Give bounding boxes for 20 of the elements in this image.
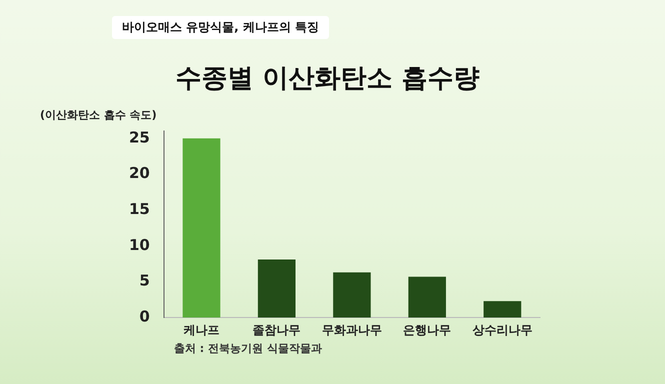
x-tick-label: 무화과나무 [322, 322, 382, 337]
x-tick-label: 상수리나무 [471, 322, 532, 337]
chart-subtitle: 바이오매스 유망식물, 케나프의 특징 [112, 16, 330, 39]
source-note: 출처 : 전북농기원 식물작물과 [174, 342, 322, 355]
chart-title: 수종별 이산화탄소 흡수량 [175, 63, 480, 94]
bar [408, 276, 446, 318]
bar [484, 301, 522, 318]
bar [258, 260, 296, 318]
y-tick-label: 0 [139, 307, 150, 326]
y-tick-label: 20 [129, 164, 150, 182]
bar [333, 272, 371, 318]
y-tick-label: 5 [139, 272, 150, 290]
y-tick-label: 25 [129, 128, 150, 146]
y-axis-title: (이산화탄소 흡수 속도) [40, 108, 157, 122]
x-tick-label: 졸참나무 [252, 322, 301, 337]
y-tick-label: 15 [129, 200, 150, 218]
y-tick-label: 10 [129, 236, 150, 254]
bar [182, 138, 220, 318]
x-tick-label: 은행나무 [403, 322, 452, 337]
x-tick-label: 케나프 [182, 322, 220, 337]
